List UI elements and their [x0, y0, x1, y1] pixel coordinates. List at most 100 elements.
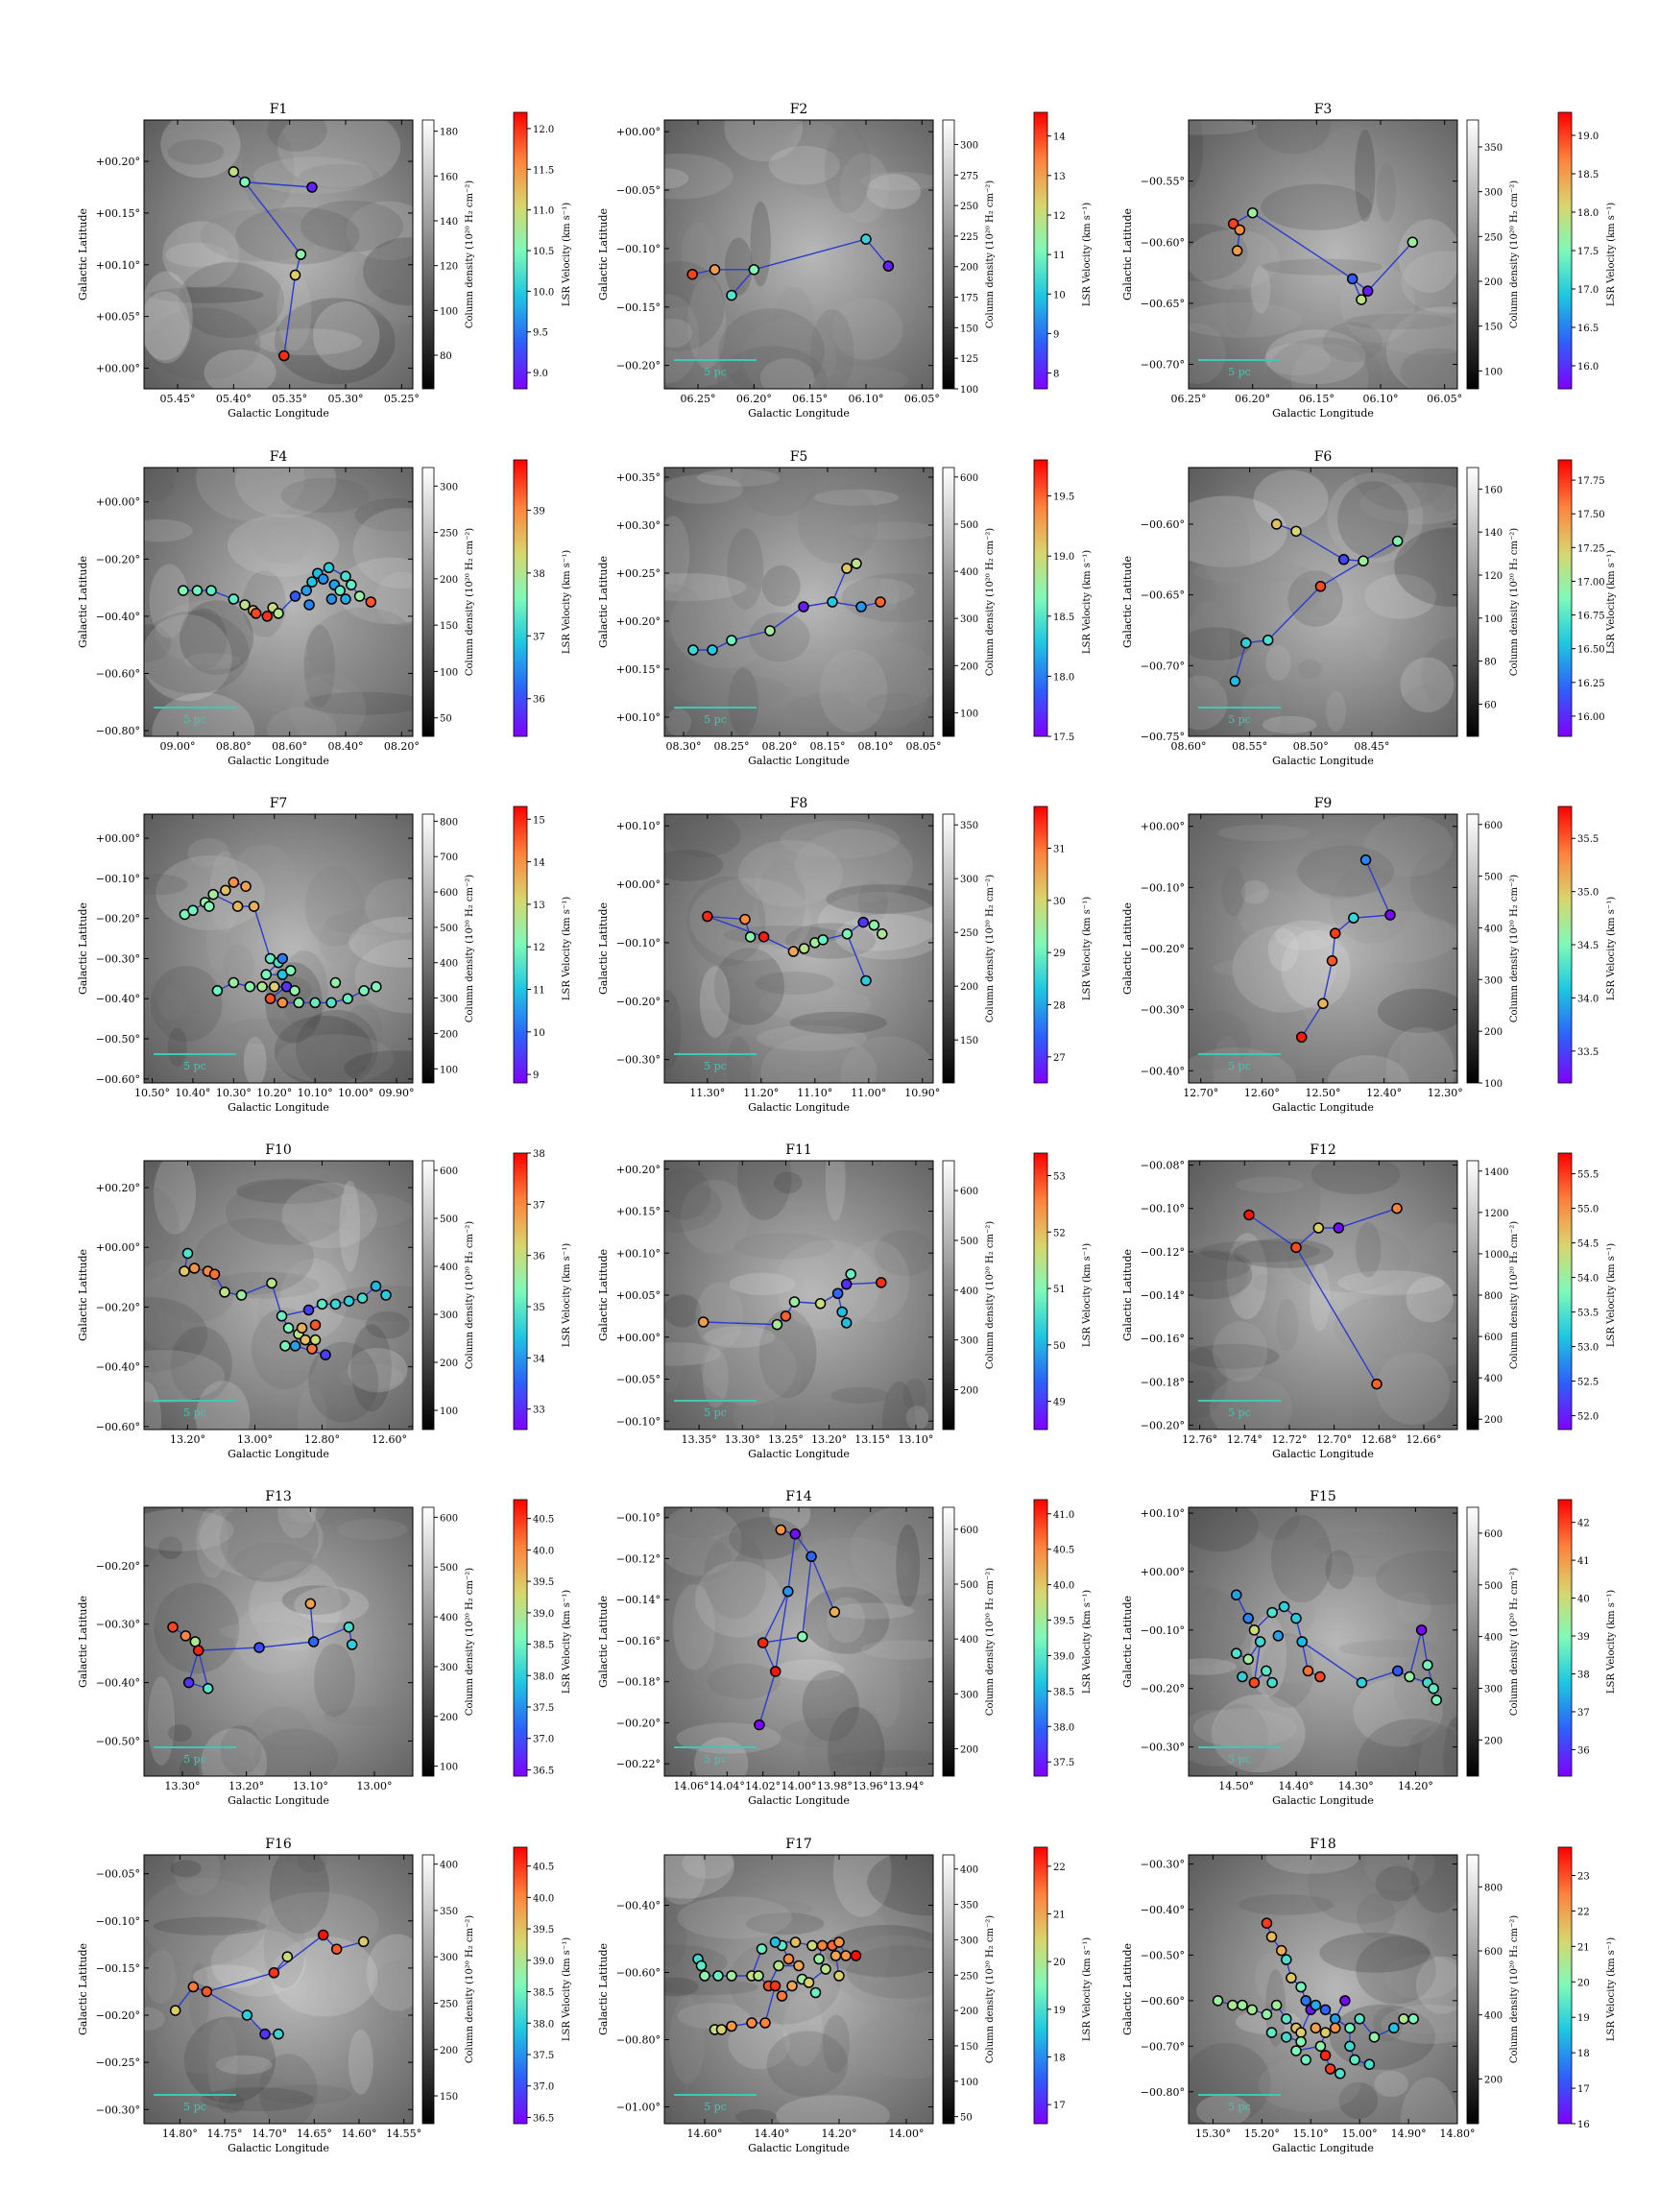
skeleton-edge: [1322, 960, 1334, 1004]
y-tick-label: −00.16°: [1141, 1333, 1185, 1345]
velocity-node: [831, 1287, 844, 1299]
plot-frame: [143, 1506, 414, 1777]
panel-title: F6: [1314, 449, 1333, 465]
velocity-node: [309, 997, 321, 1009]
velocity-node: [830, 1950, 842, 1961]
velocity-node: [281, 1951, 294, 1962]
y-tick-label: +00.35°: [616, 471, 661, 484]
velocity-node: [1295, 2027, 1307, 2038]
density-colorbar-label: Column density (10²⁰ H₂ cm⁻²): [1509, 875, 1520, 1022]
x-tick-label: 14.20°: [822, 2128, 857, 2140]
y-axis-label: Galactic Latitude: [597, 1596, 610, 1688]
velocity-node: [306, 1343, 318, 1355]
x-tick-label: 12.72°: [1272, 1433, 1308, 1446]
panel-f5: F5 08.30° 08.25° 08.20° 08.15° 08.10° 08.05° +0…: [597, 449, 1093, 767]
x-tick-label: 11.00°: [851, 1087, 886, 1099]
velocity-colorbar: [1033, 1152, 1048, 1431]
y-tick-label: −00.50°: [1141, 1949, 1185, 1961]
skeleton-edge: [1234, 642, 1247, 682]
density-tick-label: 400: [1484, 924, 1503, 934]
x-tick-label: 12.70°: [1316, 1433, 1352, 1446]
density-tick-label: 150: [960, 2042, 978, 2053]
velocity-node: [782, 1585, 794, 1598]
density-colorbar: [421, 119, 435, 390]
skeleton-edge: [831, 567, 848, 603]
density-tick-label: 600: [1484, 821, 1503, 831]
velocity-node: [202, 1682, 214, 1695]
velocity-tick-label: 51: [1053, 1285, 1066, 1295]
x-tick-label: 14.02°: [745, 1780, 781, 1792]
velocity-node: [279, 1340, 291, 1352]
x-tick-label: 05.40°: [216, 393, 252, 405]
plot-frame: [663, 1854, 934, 2125]
plot-frame: [143, 1854, 414, 2125]
velocity-colorbar-label: LSR Velocity (km s⁻¹): [1606, 1590, 1617, 1694]
density-tick-label: 400: [960, 1865, 978, 1876]
y-tick-label: −00.70°: [1141, 359, 1185, 372]
density-tick-label: 1000: [1484, 1250, 1508, 1261]
velocity-node: [788, 1296, 801, 1308]
velocity-node: [759, 2017, 771, 2029]
velocity-tick-label: 34: [533, 1354, 545, 1364]
velocity-node: [757, 931, 770, 943]
skeleton-edge: [1353, 914, 1391, 919]
velocity-tick-label: 12.0: [533, 125, 554, 135]
density-tick-label: 500: [440, 924, 458, 934]
density-tick-label: 150: [440, 2092, 458, 2103]
density-tick-label: 600: [1484, 1333, 1503, 1343]
velocity-node: [695, 1960, 708, 1972]
velocity-node: [850, 1950, 862, 1961]
density-tick-label: 150: [960, 1036, 978, 1046]
velocity-colorbar: [513, 805, 528, 1084]
velocity-tick-label: 38.5: [533, 1641, 554, 1651]
panel-title: F1: [270, 102, 288, 117]
velocity-node: [726, 2020, 737, 2032]
velocity-node: [1261, 1665, 1272, 1677]
velocity-colorbar: [1033, 1499, 1048, 1777]
skeleton-edge: [1320, 560, 1364, 588]
skeleton-edge: [198, 1647, 260, 1651]
y-tick-label: −00.10°: [1141, 881, 1185, 894]
velocity-node: [840, 1950, 852, 1961]
x-tick-label: 10.40°: [175, 1087, 210, 1099]
y-tick-label: −00.25°: [96, 2056, 140, 2069]
y-tick-label: −00.20°: [96, 913, 140, 926]
velocity-tick-label: 40.5: [533, 1863, 554, 1873]
y-tick-label: −01.00°: [616, 2102, 661, 2114]
scale-bar-label: 5 pc: [183, 713, 206, 726]
x-tick-label: 10.50°: [134, 1087, 170, 1099]
y-tick-label: −00.08°: [1141, 1160, 1185, 1172]
y-tick-label: +00.10°: [96, 259, 140, 272]
x-tick-label: 08.60°: [1171, 740, 1207, 753]
velocity-tick-label: 14: [533, 858, 545, 869]
density-colorbar-label: Column density (10²⁰ H₂ cm⁻²): [465, 875, 475, 1022]
density-tick-label: 300: [960, 140, 978, 151]
density-tick-label: 500: [960, 1237, 978, 1247]
velocity-node: [1384, 909, 1396, 921]
column-density-map: [144, 120, 413, 389]
density-tick-label: 200: [1484, 1415, 1503, 1426]
column-density-map: [144, 1507, 413, 1776]
velocity-node: [330, 1943, 343, 1955]
y-tick-label: −00.20°: [96, 2009, 140, 2022]
y-tick-label: −00.18°: [616, 1676, 661, 1689]
density-tick-label: 100: [960, 2078, 978, 2088]
velocity-node: [1356, 1676, 1368, 1689]
velocity-node: [1344, 2022, 1356, 2034]
velocity-tick-label: 16.75: [1577, 612, 1605, 622]
y-tick-label: +00.00°: [616, 878, 661, 891]
scale-bar-label: 5 pc: [704, 2101, 727, 2113]
y-tick-label: −00.40°: [96, 993, 140, 1005]
panel-f18: F18 15.30° 15.20° 15.10° 15.00° 14.90° 14.80° −…: [1121, 1837, 1617, 2154]
velocity-tick-label: 18.5: [1053, 613, 1074, 623]
x-tick-label: 14.60°: [342, 2128, 377, 2140]
x-axis-label: Galactic Longitude: [748, 1101, 850, 1114]
density-tick-label: 120: [440, 262, 458, 273]
velocity-node: [340, 593, 351, 605]
y-tick-label: −00.75°: [1141, 731, 1185, 743]
column-density-map: [664, 1161, 933, 1430]
velocity-node: [836, 1306, 848, 1318]
y-tick-label: −00.70°: [1141, 660, 1185, 672]
y-tick-label: −00.20°: [616, 1717, 661, 1729]
velocity-node: [860, 233, 872, 245]
